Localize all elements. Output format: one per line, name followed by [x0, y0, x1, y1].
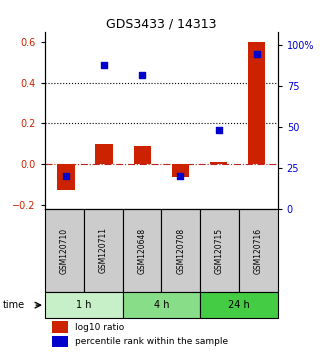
Text: GSM120715: GSM120715: [215, 227, 224, 274]
Bar: [57, 164, 74, 190]
Bar: [52, 321, 68, 332]
Text: percentile rank within the sample: percentile rank within the sample: [75, 337, 228, 346]
Text: GSM120710: GSM120710: [60, 227, 69, 274]
Text: log10 ratio: log10 ratio: [75, 322, 125, 331]
Text: time: time: [3, 300, 25, 310]
Bar: [123, 292, 200, 318]
Text: GSM120708: GSM120708: [176, 227, 185, 274]
Title: GDS3433 / 14313: GDS3433 / 14313: [106, 18, 217, 31]
Bar: [239, 209, 278, 292]
Bar: [123, 209, 161, 292]
Point: [101, 62, 107, 68]
Point: [254, 51, 259, 56]
Point: [63, 173, 68, 179]
Point: [178, 173, 183, 179]
Bar: [210, 162, 227, 164]
Point: [216, 127, 221, 133]
Text: 24 h: 24 h: [228, 300, 250, 310]
Bar: [84, 209, 123, 292]
Bar: [95, 144, 113, 164]
Bar: [134, 145, 151, 164]
Bar: [200, 209, 239, 292]
Point: [140, 72, 145, 78]
Text: GSM120648: GSM120648: [137, 227, 146, 274]
Bar: [248, 42, 265, 164]
Bar: [45, 209, 84, 292]
Bar: [161, 209, 200, 292]
Bar: [52, 336, 68, 347]
Text: 4 h: 4 h: [153, 300, 169, 310]
Text: GSM120711: GSM120711: [99, 228, 108, 273]
Bar: [45, 292, 123, 318]
Text: GSM120716: GSM120716: [254, 227, 263, 274]
Text: 1 h: 1 h: [76, 300, 91, 310]
Bar: [200, 292, 278, 318]
Bar: [172, 164, 189, 177]
